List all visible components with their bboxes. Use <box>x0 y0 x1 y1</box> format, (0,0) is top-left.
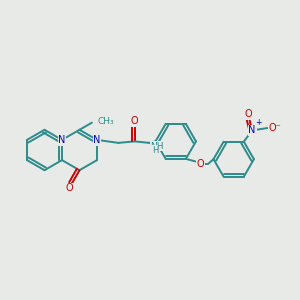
Text: O: O <box>244 109 252 119</box>
Text: O⁻: O⁻ <box>268 123 281 133</box>
Text: O: O <box>65 183 73 193</box>
Text: CH₃: CH₃ <box>97 117 114 126</box>
Text: N: N <box>93 135 101 145</box>
Text: NH: NH <box>151 142 164 151</box>
Text: O: O <box>131 116 139 126</box>
Text: +: + <box>255 118 262 127</box>
Text: H: H <box>152 146 158 154</box>
Text: O: O <box>197 159 205 169</box>
Text: N: N <box>58 135 66 145</box>
Text: N: N <box>248 125 256 135</box>
